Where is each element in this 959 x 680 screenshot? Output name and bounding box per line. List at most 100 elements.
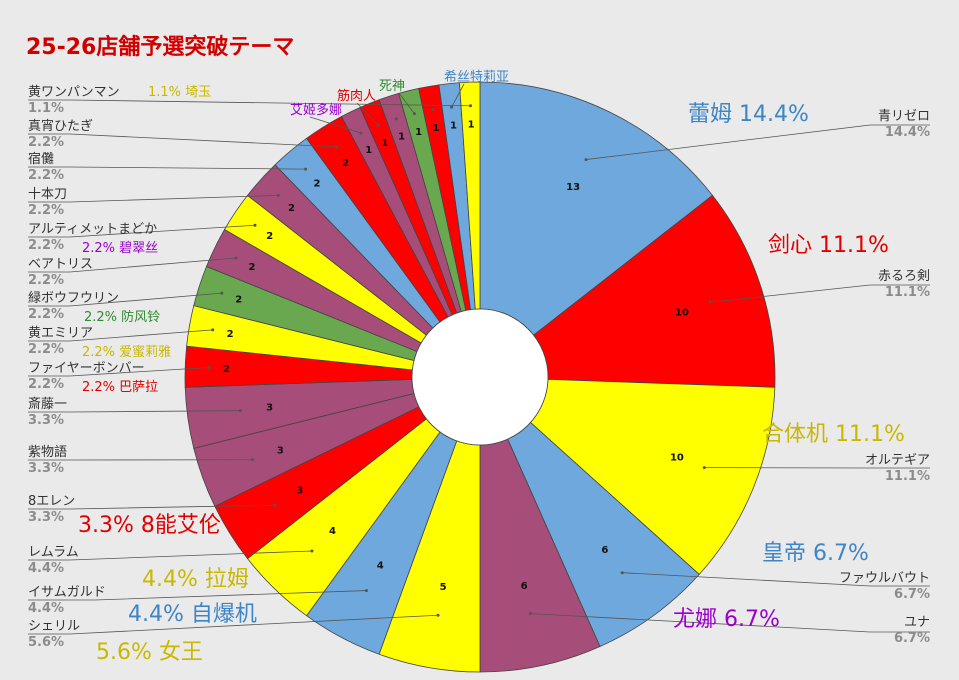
slice-name-label: 赤るろ剣: [878, 269, 930, 284]
slice-annotation: 3.3% 8能艾伦: [78, 513, 221, 538]
slice-value-label: 2: [313, 179, 320, 190]
leader-line: [710, 284, 930, 303]
slice-pct-label: 2.2%: [28, 135, 64, 150]
slice-value-label: 1: [415, 127, 422, 138]
slice-pct-label: 2.2%: [28, 273, 64, 288]
slice-name-label: ベアトリス: [28, 257, 93, 272]
slice-name-label: ユナ: [904, 615, 930, 630]
slice-annotation: 2.2% 爱蜜莉雅: [82, 345, 171, 360]
small-tag-label: 希丝特莉亚: [444, 70, 509, 85]
leader-line: [28, 614, 439, 635]
slice-name-label: 黄ワンパンマン: [28, 85, 120, 100]
small-tag-label: 死神: [379, 79, 405, 94]
slice-value-label: 2: [266, 231, 273, 242]
slice-pct-label: 2.2%: [28, 342, 64, 357]
slice-value-label: 1: [381, 138, 388, 149]
leader-line: [28, 166, 306, 170]
leader-line: [28, 504, 275, 510]
slice-pct-label: 14.4%: [885, 125, 930, 140]
slice-name-label: 8エレン: [28, 494, 75, 509]
slice-value-label: 6: [521, 581, 528, 592]
slice-annotation: 1.1% 埼玉: [148, 85, 211, 100]
leader-line: [28, 257, 237, 273]
slice-pct-label: 2.2%: [28, 307, 64, 322]
slice-annotation: 皇帝 6.7%: [762, 541, 869, 566]
slice-name-label: アルティメットまどか: [28, 222, 157, 237]
tag-leader-line: [398, 92, 415, 114]
leader-line: [28, 410, 241, 413]
slice-value-label: 1: [450, 121, 457, 132]
slices-group: [184, 81, 776, 673]
slice-value-label: 6: [601, 545, 608, 556]
leader-dot: [431, 108, 435, 112]
slice-name-label: 紫物語: [28, 444, 67, 460]
small-tag-label: 艾姬多娜: [290, 102, 342, 118]
slice-name-label: シェリル: [28, 619, 80, 634]
slice-name-label: 真宵ひたぎ: [28, 118, 93, 134]
leader-line: [28, 133, 337, 148]
slice-pct-label: 4.4%: [28, 601, 64, 616]
slice-value-label: 1: [468, 119, 475, 130]
slice-pct-label: 2.2%: [28, 203, 64, 218]
slice-annotation: 尤娜 6.7%: [673, 607, 780, 632]
slice-value-label: 3: [277, 446, 284, 457]
slice-value-label: 5: [440, 582, 447, 593]
slice-pct-label: 4.4%: [28, 561, 64, 576]
leader-line: [585, 124, 930, 160]
slice-name-label: 青リゼロ: [878, 109, 930, 124]
slice-value-label: 10: [675, 307, 689, 318]
slice-value-label: 2: [235, 295, 242, 306]
leader-line: [28, 367, 209, 377]
slice-pct-label: 3.3%: [28, 461, 64, 476]
leader-line: [28, 99, 471, 107]
leader-line: [28, 590, 367, 601]
slice-annotation: 合体机 11.1%: [762, 422, 905, 447]
slice-pct-label: 2.2%: [28, 377, 64, 392]
slice-name-label: 十本刀: [28, 187, 67, 202]
leader-line: [622, 572, 930, 587]
slice-annotation: 2.2% 碧翠丝: [82, 241, 158, 256]
slice-value-label: 4: [329, 526, 336, 537]
slice-annotation: 5.6% 女王: [96, 640, 203, 665]
slice-value-label: 1: [432, 123, 439, 134]
slice-pct-label: 1.1%: [28, 101, 64, 116]
slice-name-label: レムラム: [28, 545, 79, 560]
slice-value-label: 13: [566, 182, 580, 193]
slice-name-label: 緑ボウフウリン: [28, 291, 119, 306]
slice-value-label: 10: [670, 453, 684, 464]
slice-value-label: 1: [398, 132, 405, 143]
slice-pct-label: 3.3%: [28, 413, 64, 428]
slice-annotation: 剑心 11.1%: [768, 233, 889, 258]
slice-annotation: 蕾姆 14.4%: [688, 102, 809, 127]
donut-hole: [411, 308, 549, 446]
slice-pct-label: 6.7%: [894, 587, 930, 602]
slice-pct-label: 6.7%: [894, 631, 930, 646]
chart-title: 25-26店舗予選突破テーマ: [26, 34, 294, 60]
slice-pct-label: 11.1%: [885, 469, 930, 484]
slice-pct-label: 5.6%: [28, 635, 64, 650]
slice-pct-label: 2.2%: [28, 238, 64, 253]
slice-annotation: 2.2% 防风铃: [84, 309, 160, 325]
slice-value-label: 2: [248, 262, 255, 273]
slice-name-label: ファイヤーボンバー: [28, 361, 145, 376]
slice-name-label: 斎藤一: [28, 396, 67, 412]
tag-leader-line: [451, 83, 465, 108]
leader-line: [530, 613, 930, 633]
slice-name-label: 黄エミリア: [28, 326, 93, 341]
tag-leader-line: [309, 116, 362, 134]
slice-name-label: オルテギア: [865, 453, 930, 468]
tag-leader-line: [356, 102, 379, 126]
slice-name-label: ファウルバウト: [839, 571, 930, 586]
slice-value-label: 2: [342, 158, 349, 169]
slice-name-label: 宿儺: [28, 151, 54, 167]
leader-line: [28, 550, 312, 561]
slice-value-label: 2: [288, 203, 295, 214]
leader-lines-group: [28, 83, 930, 635]
slice-annotation: 4.4% 拉姆: [142, 567, 249, 592]
leader-line: [28, 292, 222, 307]
slice-pct-label: 11.1%: [885, 285, 930, 300]
leader-line: [28, 224, 256, 238]
slice-name-label: イサムガルド: [28, 585, 106, 600]
